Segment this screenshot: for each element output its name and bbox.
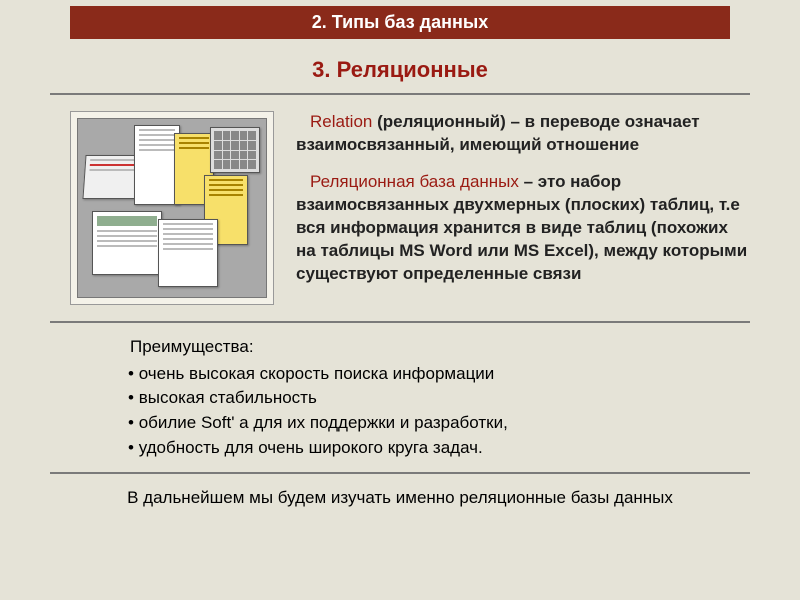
advantages-heading: Преимущества: xyxy=(120,335,700,360)
para-relational-db: Реляционная база данных – это набор взаи… xyxy=(296,171,750,286)
advantages-section: Преимущества: • очень высокая скорость п… xyxy=(0,323,800,472)
advantage-item: • высокая стабильность xyxy=(120,386,700,411)
advantage-item: • очень высокая скорость поиска информац… xyxy=(120,362,700,387)
documents-illustration xyxy=(77,118,267,298)
header-bar: 2. Типы баз данных xyxy=(70,6,730,39)
definition-section: Relation (реляционный) – в переводе озна… xyxy=(0,95,800,321)
advantage-item: • обилие Soft' а для их поддержки и разр… xyxy=(120,411,700,436)
definition-text: Relation (реляционный) – в переводе озна… xyxy=(296,111,750,300)
term-relational-db: Реляционная база данных xyxy=(310,172,519,191)
para-relation: Relation (реляционный) – в переводе озна… xyxy=(296,111,750,157)
footer-note: В дальнейшем мы будем изучать именно рел… xyxy=(0,474,800,508)
page-title: 3. Реляционные xyxy=(0,57,800,83)
illustration-frame xyxy=(70,111,274,305)
advantage-item: • удобность для очень широкого круга зад… xyxy=(120,436,700,461)
term-relation: Relation xyxy=(310,112,372,131)
